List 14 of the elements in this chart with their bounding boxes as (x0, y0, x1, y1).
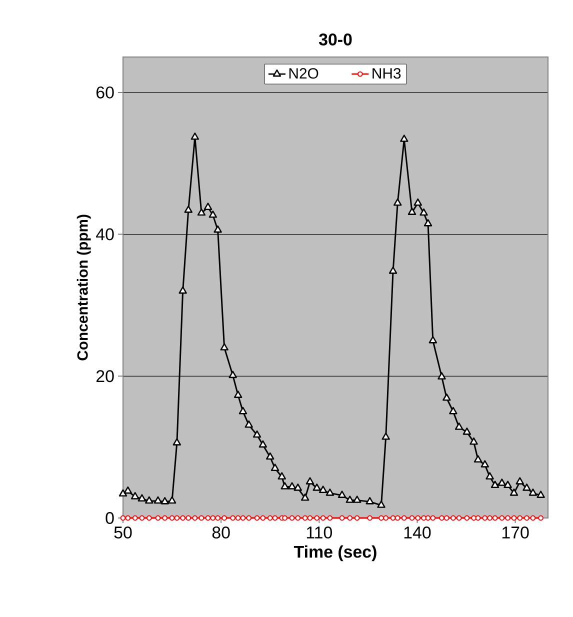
y-tick-label: 0 (106, 512, 114, 524)
legend-label: NH3 (372, 68, 401, 79)
chart-title: 30-0 (318, 33, 352, 46)
y-tick-label: 60 (96, 86, 114, 98)
y-tick-label: 20 (96, 370, 114, 382)
x-tick-label: 80 (212, 526, 230, 539)
y-axis-title: Concentration (ppm) (76, 214, 91, 360)
x-tick-label: 110 (306, 526, 332, 539)
x-tick-label: 140 (404, 526, 431, 539)
x-tick-label: 50 (114, 526, 132, 539)
x-tick-label: 170 (502, 526, 529, 539)
x-axis-title: Time (sec) (294, 545, 376, 562)
legend-label: N2O (289, 68, 318, 79)
y-tick-label: 40 (96, 228, 114, 240)
